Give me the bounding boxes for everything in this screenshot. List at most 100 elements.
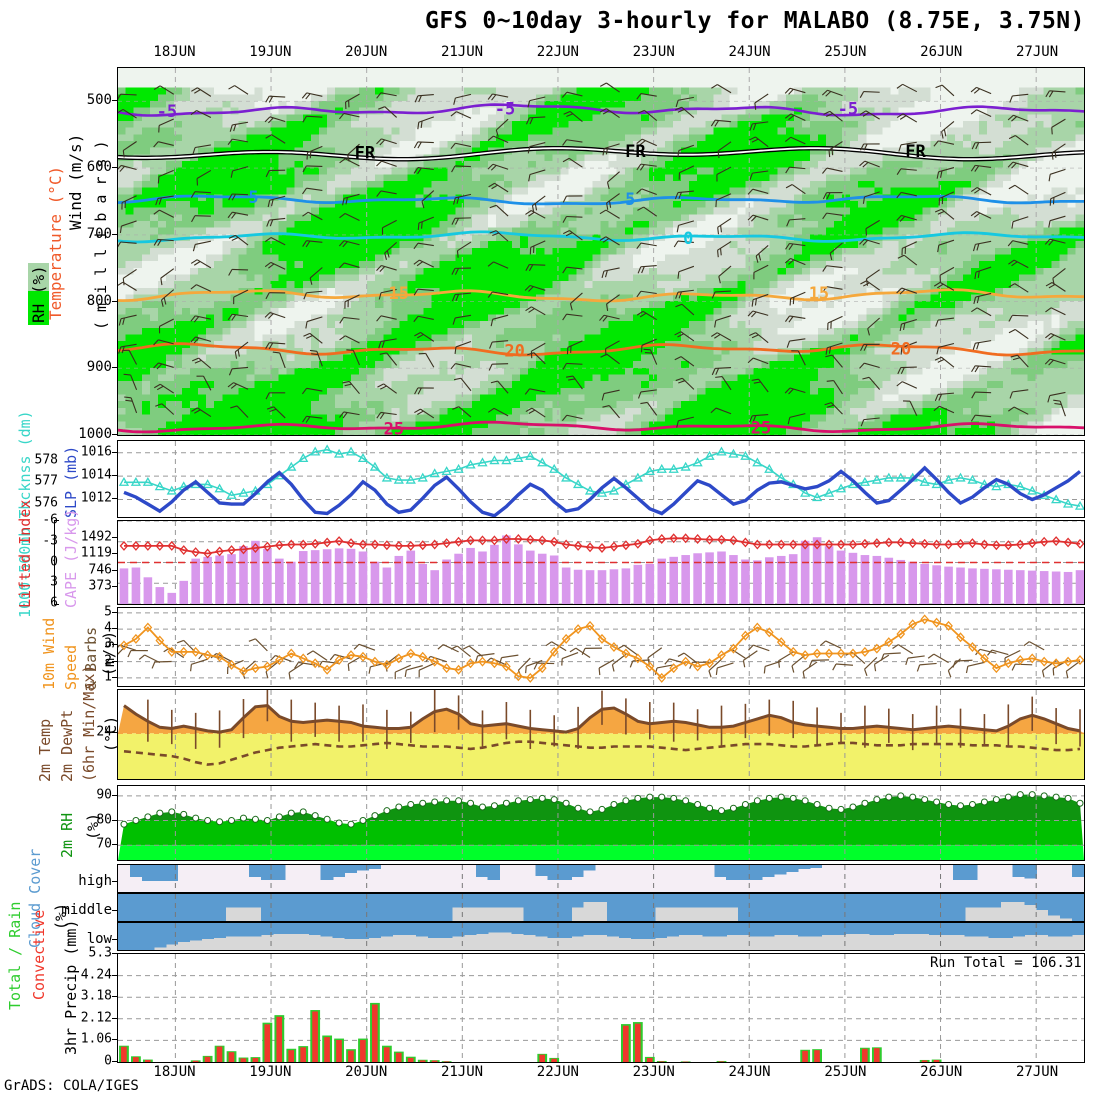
date-tick-label: 22JUN — [536, 1064, 579, 1080]
panel-cross-section[interactable]: -5 -5 -5 FR FR FR 5 5 0 15 15 20 20 25 25 — [117, 67, 1085, 436]
y-tick-label: 1119 — [80, 545, 112, 561]
axis-tick-mark — [112, 475, 117, 477]
y-tick-label: 4 — [104, 620, 112, 636]
panel-10m-wind[interactable] — [117, 607, 1085, 687]
panel-cape-lifted-index[interactable] — [117, 520, 1085, 605]
axis-tick-mark — [112, 536, 117, 538]
panel-3hr-precip[interactable] — [117, 953, 1085, 1063]
date-tick-label: 22JUN — [536, 44, 579, 60]
date-tick-label: 21JUN — [440, 1064, 484, 1080]
axis-label: (6hr Min/Max) — [80, 664, 98, 782]
axis-tick-mark — [112, 676, 117, 678]
date-tick-label: 20JUN — [345, 44, 388, 60]
date-tick-label: 21JUN — [440, 44, 484, 60]
date-tick-label: 25JUN — [824, 1064, 867, 1080]
axis-tick-mark — [112, 611, 117, 613]
y-tick-label: 800 — [86, 292, 112, 309]
axis-tick-mark — [112, 451, 117, 453]
y-tick-label: 600 — [86, 159, 112, 176]
axis-tick-mark — [112, 794, 117, 796]
y-tick-label: 70 — [96, 836, 112, 852]
axis-tick-mark — [112, 939, 117, 940]
date-tick-label: 26JUN — [920, 1064, 963, 1080]
y-tick-label: 1014 — [80, 467, 112, 483]
y-tick-label: 4.24 — [80, 967, 112, 983]
y-tick-label: -6 — [42, 512, 58, 528]
axis-tick-mark — [112, 1039, 117, 1041]
axis-tick-mark — [54, 520, 55, 605]
axis-tick-mark — [112, 367, 118, 369]
y-tick-label: 24 — [96, 724, 112, 740]
axis-tick-mark — [112, 569, 117, 571]
axis-tick-mark — [112, 660, 117, 662]
date-tick-label: 23JUN — [632, 44, 675, 60]
axis-tick-mark — [112, 1061, 117, 1062]
date-tick-label: 24JUN — [728, 1064, 771, 1080]
date-tick-label: 26JUN — [920, 44, 963, 60]
y-tick-label: 5.3 — [88, 945, 112, 961]
axis-tick-mark — [112, 167, 118, 169]
y-tick-label: 1012 — [80, 490, 112, 506]
y-tick-label: 578 — [34, 452, 58, 468]
y-tick-label: 2 — [104, 653, 112, 669]
date-tick-label: 18JUN — [153, 44, 196, 60]
y-tick-label: 80 — [96, 812, 112, 828]
y-tick-label: 373 — [88, 578, 112, 594]
axis-tick-mark — [54, 520, 59, 521]
y-tick-label: 700 — [86, 225, 112, 242]
panel-cloud-low[interactable] — [117, 922, 1085, 951]
axis-tick-mark — [112, 586, 117, 588]
panel-cloud-high[interactable] — [117, 864, 1085, 893]
y-tick-label: 5 — [104, 604, 112, 620]
y-tick-label: 500 — [86, 92, 112, 109]
y-tick-label: 0 — [104, 1053, 112, 1069]
y-tick-label: 577 — [34, 473, 58, 489]
axis-tick-mark — [112, 732, 117, 734]
y-tick-label: 1000 — [78, 426, 112, 442]
axis-tick-mark — [112, 844, 117, 846]
date-tick-label: 27JUN — [1016, 44, 1059, 60]
y-tick-label: high — [78, 873, 112, 889]
panel-slp-thickness[interactable] — [117, 440, 1085, 518]
panel-2m-temp-dewpoint[interactable] — [117, 689, 1085, 780]
y-tick-label: 90 — [96, 787, 112, 803]
grads-credit: GrADS: COLA/IGES — [4, 1078, 139, 1094]
y-tick-label: 900 — [86, 359, 112, 376]
axis-tick-mark — [112, 644, 117, 646]
axis-label: 2m DewPt — [58, 709, 76, 782]
axis-tick-mark — [54, 604, 59, 605]
axis-tick-mark — [112, 819, 117, 821]
panel-cloud-middle[interactable] — [117, 893, 1085, 922]
date-tick-label: 23JUN — [632, 1064, 675, 1080]
y-tick-label: 746 — [88, 562, 112, 578]
axis-tick-mark — [112, 881, 117, 882]
date-tick-label: 19JUN — [249, 1064, 292, 1080]
axis-tick-mark — [112, 974, 117, 976]
axis-tick-mark — [112, 553, 117, 555]
y-tick-label: 3 — [104, 636, 112, 652]
y-tick-label: 1 — [104, 669, 112, 685]
date-tick-label: 18JUN — [153, 1064, 196, 1080]
date-tick-label: 27JUN — [1016, 1064, 1059, 1080]
axis-tick-mark — [112, 996, 117, 998]
axis-tick-mark — [112, 100, 118, 102]
axis-tick-mark — [112, 233, 118, 235]
date-tick-label: 24JUN — [728, 44, 771, 60]
date-tick-label: 25JUN — [824, 44, 867, 60]
axis-tick-mark — [112, 953, 117, 954]
axis-tick-mark — [112, 300, 118, 302]
axis-tick-mark — [112, 434, 118, 435]
panel-2m-rh[interactable] — [117, 785, 1085, 861]
axis-label: Wind (m/s) — [66, 133, 85, 230]
run-total-label: Run Total = 106.31 — [930, 955, 1082, 971]
y-tick-label: middle — [61, 902, 112, 918]
axis-tick-mark — [112, 1017, 117, 1019]
y-tick-label: 1016 — [80, 444, 112, 460]
axis-tick-mark — [112, 628, 117, 630]
page-title: GFS 0~10day 3-hourly for MALABO (8.75E, … — [425, 8, 1085, 34]
axis-tick-mark — [112, 910, 117, 911]
y-tick-label: 1.06 — [80, 1031, 112, 1047]
y-tick-label: low — [86, 931, 112, 947]
y-tick-label: 576 — [34, 495, 58, 511]
date-tick-label: 20JUN — [345, 1064, 388, 1080]
